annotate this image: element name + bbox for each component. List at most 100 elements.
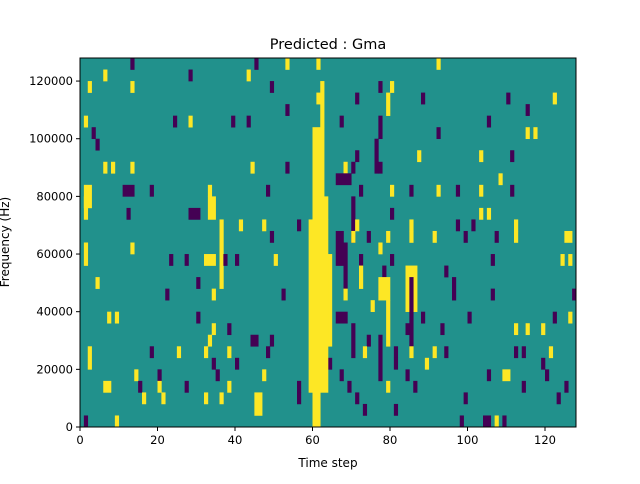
- heatmap-cell: [204, 392, 209, 405]
- heatmap-cell: [521, 346, 526, 359]
- heatmap-cell: [386, 300, 391, 347]
- heatmap-cell: [362, 403, 368, 416]
- heatmap-cell: [254, 392, 263, 416]
- heatmap-cell: [417, 150, 422, 163]
- heatmap-cell: [246, 115, 251, 128]
- heatmap-cell: [273, 254, 278, 266]
- heatmap-cell: [316, 58, 321, 70]
- heatmap-cell: [308, 219, 329, 393]
- heatmap-cell: [525, 104, 530, 116]
- x-axis-label: Time step: [297, 456, 357, 470]
- y-tick-label: 80000: [36, 189, 73, 203]
- heatmap-cell: [114, 311, 120, 324]
- heatmap-cell: [219, 219, 224, 289]
- heatmap-cell: [347, 380, 352, 393]
- heatmap-cell: [502, 415, 507, 428]
- heatmap-cell: [103, 69, 108, 82]
- heatmap-cell: [114, 415, 120, 428]
- heatmap-cell: [250, 161, 255, 174]
- heatmap-cell: [510, 184, 515, 197]
- heatmap-cell: [339, 115, 344, 128]
- heatmap-cell: [312, 392, 321, 428]
- heatmap-cell: [266, 346, 271, 359]
- heatmap-cell: [103, 161, 108, 174]
- heatmap-cell: [235, 254, 240, 266]
- heatmap-cell: [196, 311, 201, 324]
- heatmap-cell: [494, 230, 499, 243]
- heatmap-cell: [173, 115, 178, 128]
- heatmap-cell: [479, 184, 484, 197]
- heatmap-cell: [390, 81, 395, 93]
- heatmap-cell: [436, 127, 441, 140]
- heatmap-cell: [204, 346, 209, 359]
- heatmap-cell: [533, 127, 538, 140]
- heatmap-cell: [378, 115, 383, 140]
- heatmap-cell: [103, 380, 112, 393]
- heatmap-cell: [421, 92, 426, 105]
- heatmap-cell: [215, 369, 220, 382]
- heatmap-cell: [564, 230, 573, 243]
- heatmap-cell: [130, 81, 135, 93]
- heatmap-cell: [204, 254, 216, 266]
- heatmap-cell: [351, 230, 356, 243]
- heatmap-cell: [556, 392, 561, 405]
- heatmap-cell: [378, 161, 383, 174]
- heatmap-cell: [196, 277, 201, 289]
- heatmap-cell: [467, 311, 472, 324]
- heatmap-cell: [525, 323, 530, 336]
- heatmap-cell: [390, 207, 395, 220]
- heatmap-cell: [328, 357, 333, 370]
- y-tick-label: 60000: [36, 247, 73, 261]
- y-axis-label: Frequency (Hz): [0, 197, 12, 288]
- heatmap-cell: [176, 346, 182, 359]
- heatmap-cell: [378, 277, 391, 301]
- heatmap-cell: [514, 230, 519, 243]
- heatmap-cell: [436, 184, 441, 197]
- heatmap-cell: [424, 357, 430, 370]
- heatmap-cell: [107, 311, 112, 324]
- heatmap-cell: [130, 161, 135, 174]
- heatmap-cell: [514, 346, 519, 359]
- heatmap-cell: [351, 196, 356, 243]
- heatmap-cell: [390, 184, 395, 197]
- heatmap-cell: [188, 69, 193, 82]
- heatmap-cell: [421, 311, 426, 324]
- heatmap-cell: [374, 138, 379, 174]
- heatmap-cell: [541, 357, 546, 370]
- heatmap-cell: [227, 380, 232, 393]
- heatmap-cell: [312, 196, 329, 220]
- heatmap-cell: [494, 415, 499, 428]
- heatmap-cell: [130, 58, 135, 70]
- heatmap-cell: [413, 380, 418, 393]
- heatmap-cell: [188, 207, 201, 220]
- heatmap-cell: [405, 323, 410, 336]
- heatmap-cell: [514, 323, 519, 336]
- heatmap-cell: [339, 369, 344, 382]
- heatmap-cell: [455, 219, 461, 232]
- heatmap-cell: [366, 334, 371, 347]
- heatmap-cell: [510, 150, 515, 163]
- heatmap-cell: [355, 392, 360, 405]
- heatmap-cell: [130, 242, 135, 255]
- heatmap-cell: [479, 207, 484, 220]
- heatmap-cell: [149, 346, 154, 359]
- heatmap-cell: [235, 357, 240, 370]
- heatmap-cell: [266, 184, 271, 197]
- heatmap-cell: [320, 81, 325, 128]
- heatmap-cell: [393, 357, 399, 370]
- heatmap-cell: [568, 254, 573, 266]
- heatmap-cell: [572, 288, 577, 301]
- x-tick-label: 60: [305, 433, 320, 447]
- heatmap-cell: [409, 346, 414, 359]
- heatmap-cell: [564, 380, 569, 393]
- heatmap-cell: [83, 242, 89, 266]
- y-tick-label: 20000: [36, 362, 73, 376]
- heatmap-cell: [262, 369, 267, 382]
- heatmap-cell: [351, 161, 356, 174]
- heatmap-cells: [80, 58, 577, 428]
- y-tick-label: 100000: [29, 132, 73, 146]
- heatmap-cell: [285, 58, 290, 70]
- heatmap-cell: [207, 196, 216, 220]
